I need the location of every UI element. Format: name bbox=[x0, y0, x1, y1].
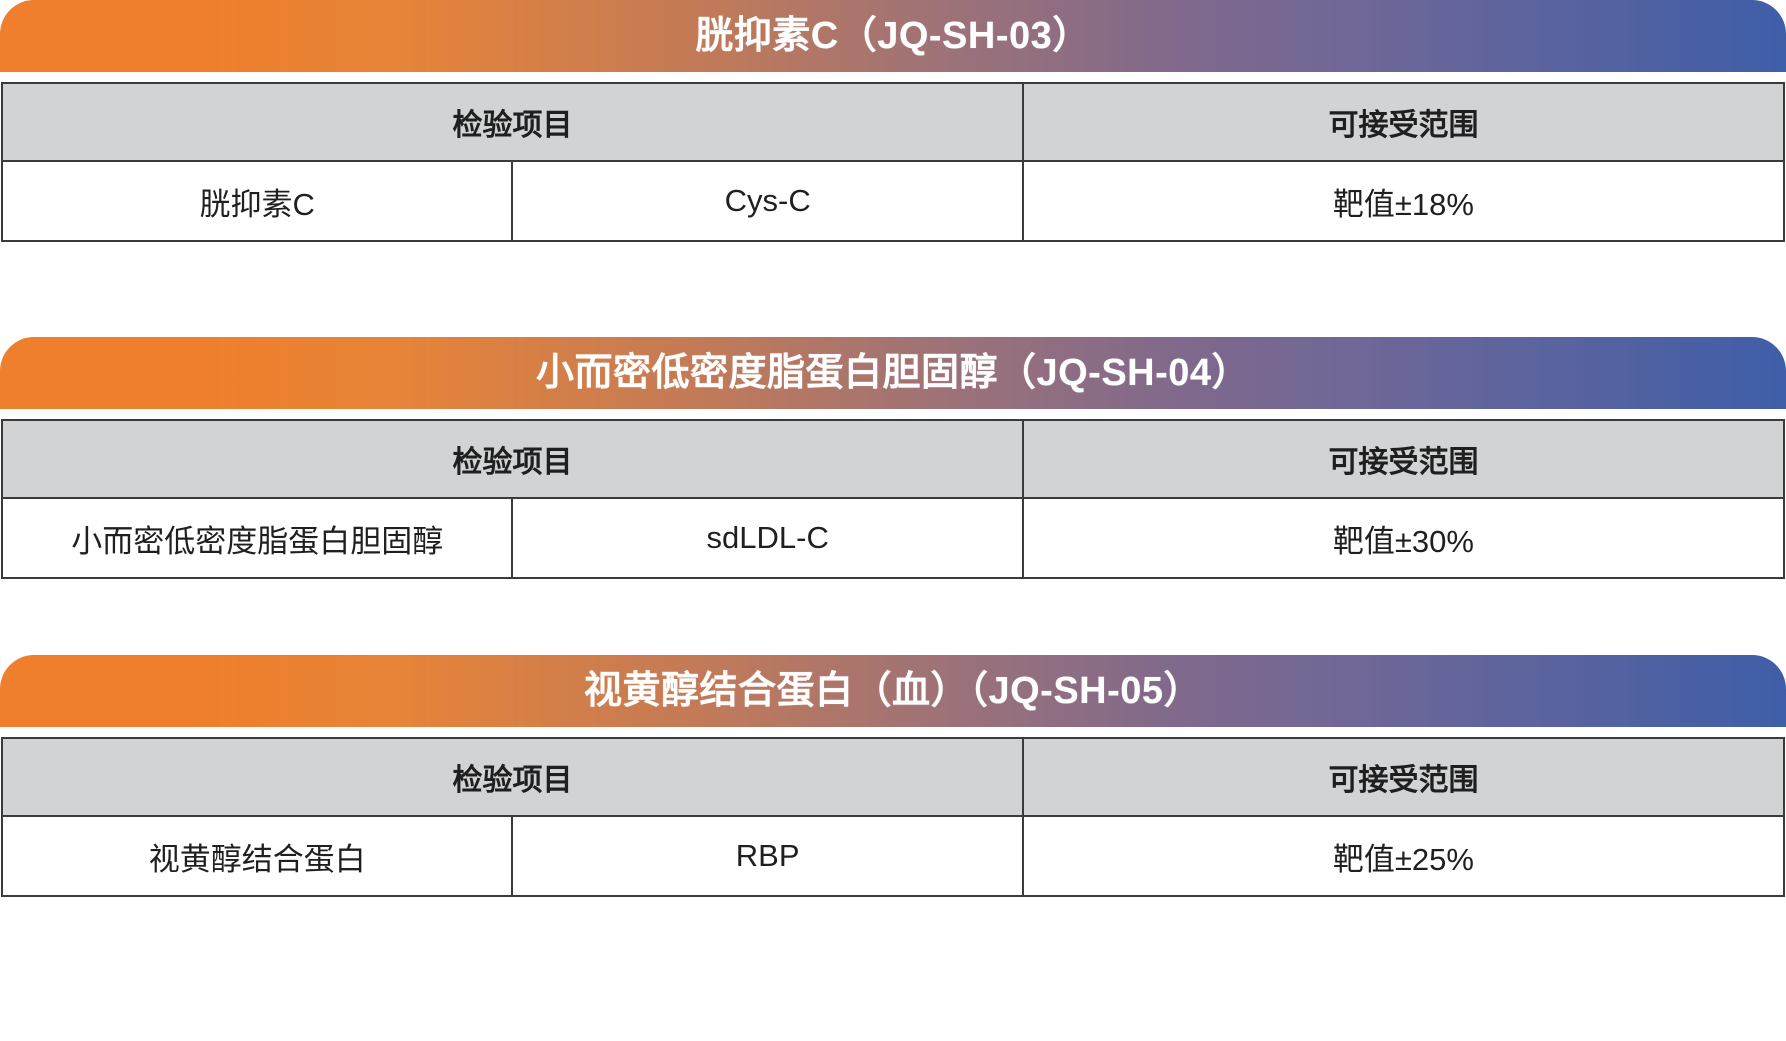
cell-acceptable-range: 靶值±18% bbox=[1021, 160, 1786, 242]
cell-item-abbreviation: RBP bbox=[511, 815, 1024, 897]
section-sdldl-c: 小而密低密度脂蛋白胆固醇（JQ-SH-04） 检验项目 可接受范围 小而密低密度… bbox=[0, 337, 1786, 579]
column-header-test-item: 检验项目 bbox=[1, 737, 1024, 817]
section-cystatin-c: 胱抑素C（JQ-SH-03） 检验项目 可接受范围 胱抑素C Cys-C 靶值±… bbox=[0, 0, 1786, 242]
column-header-acceptable-range: 可接受范围 bbox=[1021, 82, 1786, 162]
cell-item-abbreviation: sdLDL-C bbox=[511, 497, 1024, 579]
cell-item-abbreviation: Cys-C bbox=[511, 160, 1024, 242]
cell-item-name: 小而密低密度脂蛋白胆固醇 bbox=[0, 497, 514, 579]
column-header-test-item: 检验项目 bbox=[1, 419, 1024, 499]
acceptance-range-table: 检验项目 可接受范围 胱抑素C Cys-C 靶值±18% bbox=[0, 82, 1786, 242]
cell-item-name: 胱抑素C bbox=[0, 160, 514, 242]
acceptance-range-table: 检验项目 可接受范围 小而密低密度脂蛋白胆固醇 sdLDL-C 靶值±30% bbox=[0, 419, 1786, 579]
column-header-acceptable-range: 可接受范围 bbox=[1021, 737, 1786, 817]
cell-item-name: 视黄醇结合蛋白 bbox=[0, 815, 514, 897]
section-rbp: 视黄醇结合蛋白（血）（JQ-SH-05） 检验项目 可接受范围 视黄醇结合蛋白 … bbox=[0, 655, 1786, 897]
section-title: 视黄醇结合蛋白（血）（JQ-SH-05） bbox=[583, 670, 1203, 712]
cell-acceptable-range: 靶值±30% bbox=[1021, 497, 1786, 579]
cell-acceptable-range: 靶值±25% bbox=[1021, 815, 1786, 897]
column-header-acceptable-range: 可接受范围 bbox=[1021, 419, 1786, 499]
section-title: 胱抑素C（JQ-SH-03） bbox=[695, 15, 1091, 57]
section-banner: 胱抑素C（JQ-SH-03） bbox=[0, 0, 1786, 72]
table-row: 小而密低密度脂蛋白胆固醇 sdLDL-C 靶值±30% bbox=[0, 497, 1786, 579]
section-title: 小而密低密度脂蛋白胆固醇（JQ-SH-04） bbox=[535, 352, 1251, 394]
table-header-row: 检验项目 可接受范围 bbox=[1, 82, 1786, 162]
table-header-row: 检验项目 可接受范围 bbox=[1, 737, 1786, 817]
table-header-row: 检验项目 可接受范围 bbox=[1, 419, 1786, 499]
table-row: 视黄醇结合蛋白 RBP 靶值±25% bbox=[0, 815, 1786, 897]
section-banner: 小而密低密度脂蛋白胆固醇（JQ-SH-04） bbox=[0, 337, 1786, 409]
table-row: 胱抑素C Cys-C 靶值±18% bbox=[0, 160, 1786, 242]
acceptance-range-table: 检验项目 可接受范围 视黄醇结合蛋白 RBP 靶值±25% bbox=[0, 737, 1786, 897]
section-banner: 视黄醇结合蛋白（血）（JQ-SH-05） bbox=[0, 655, 1786, 727]
column-header-test-item: 检验项目 bbox=[1, 82, 1024, 162]
